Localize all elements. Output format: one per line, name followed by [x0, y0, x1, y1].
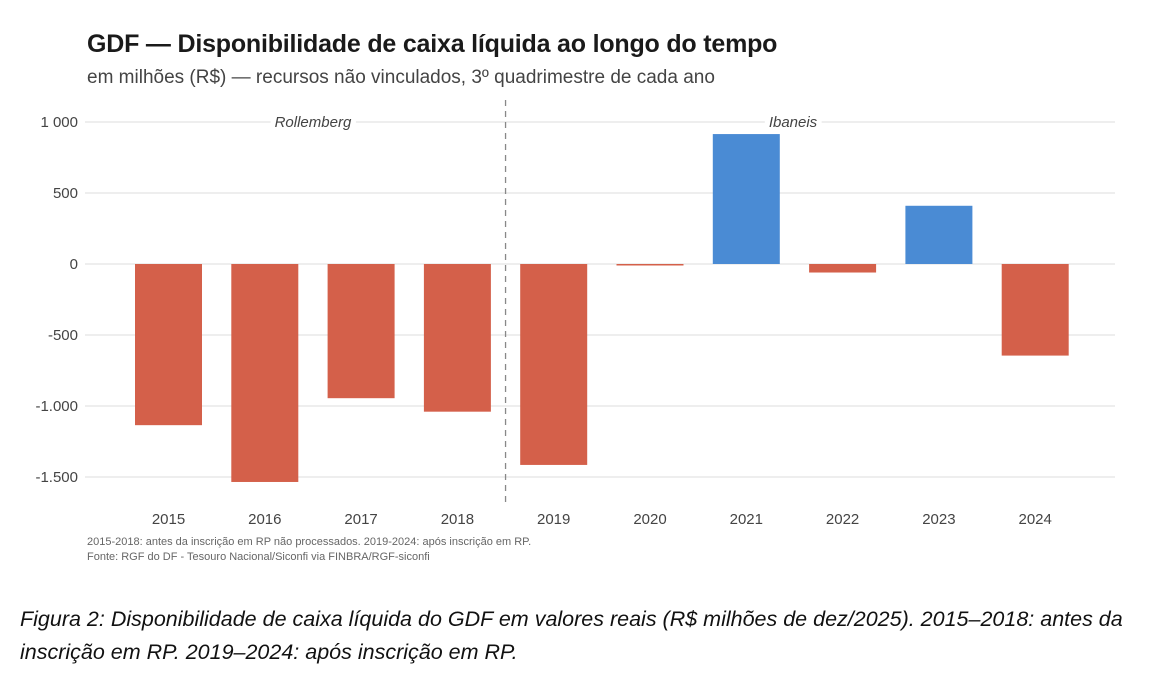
bar-2018 [423, 264, 491, 412]
bar-2024 [1001, 264, 1069, 356]
bars [135, 134, 1069, 482]
bar-2017 [327, 264, 395, 399]
x-axis-ticks: 2015 2016 2017 2018 2019 2020 2021 2022 2023 2024 [152, 511, 1052, 528]
chart-subtitle: em milhões (R$) — recursos não vinculado… [87, 67, 715, 88]
annotation-rollemberg: Rollemberg [275, 114, 352, 131]
y-axis-ticks: 1 000 500 0 -500 -1.000 -1.500 [35, 114, 78, 486]
annotation-ibaneis: Ibaneis [769, 114, 818, 131]
chart-title: GDF — Disponibilidade de caixa líquida a… [87, 30, 778, 58]
footnote-period: 2015-2018: antes da inscrição em RP não … [87, 536, 532, 548]
x-tick-label: 2015 [152, 511, 185, 528]
x-tick-label: 2019 [537, 511, 570, 528]
y-tick-label: -1.000 [35, 398, 78, 415]
y-tick-label: -500 [48, 327, 78, 344]
x-tick-label: 2023 [922, 511, 955, 528]
y-tick-label: -1.500 [35, 469, 78, 486]
bar-2023 [905, 205, 973, 264]
bar-2022 [809, 264, 877, 273]
bar-2021 [712, 134, 780, 264]
y-tick-label: 1 000 [40, 114, 78, 131]
footnote-source: Fonte: RGF do DF - Tesouro Nacional/Sico… [87, 551, 430, 563]
x-tick-label: 2018 [441, 511, 474, 528]
bar-2020 [616, 264, 684, 266]
bar-2015 [135, 264, 202, 426]
annotation-background [270, 114, 356, 131]
bar-2019 [520, 264, 588, 465]
annotations: Rollemberg Ibaneis [270, 100, 822, 502]
x-tick-label: 2016 [248, 511, 281, 528]
x-tick-label: 2020 [633, 511, 666, 528]
figure-caption: Figura 2: Disponibilidade de caixa líqui… [20, 607, 1123, 664]
x-tick-label: 2021 [730, 511, 763, 528]
y-tick-label: 500 [53, 185, 78, 202]
bar-2016 [231, 264, 299, 482]
x-tick-label: 2017 [344, 511, 377, 528]
y-tick-label: 0 [70, 256, 78, 273]
x-tick-label: 2022 [826, 511, 859, 528]
x-tick-label: 2024 [1019, 511, 1052, 528]
annotation-background [764, 114, 822, 131]
